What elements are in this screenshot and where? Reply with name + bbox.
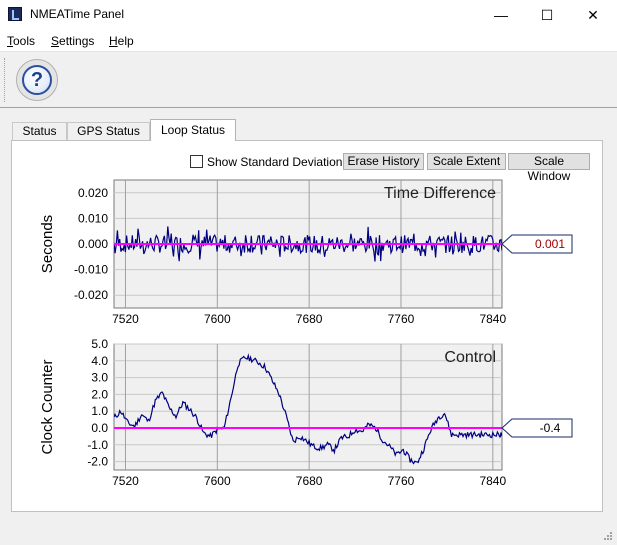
- menu-help[interactable]: Help: [109, 34, 134, 48]
- y-tick-label: -0.010: [74, 263, 108, 277]
- tab-gps-status[interactable]: GPS Status: [67, 122, 150, 140]
- time-difference-chart: 0.020 0.010 0.000 -0.010 -0.020 7520 7600 7680 7…: [39, 179, 573, 326]
- x-tick-label: 7680: [296, 312, 323, 326]
- y-tick-label: -0.020: [74, 288, 108, 302]
- scale-extent-button[interactable]: Scale Extent: [427, 153, 506, 170]
- current-value-callout: [501, 418, 573, 438]
- x-tick-label: 7840: [479, 312, 506, 326]
- x-tick-label: 7840: [479, 474, 506, 488]
- toolbar: ?: [0, 52, 617, 108]
- title-bar: NMEATime Panel — ☐ ✕: [0, 0, 617, 30]
- x-tick-label: 7600: [204, 312, 231, 326]
- menu-settings[interactable]: Settings: [51, 34, 95, 48]
- current-value-callout: [501, 234, 573, 254]
- y-axis-label: Clock Counter: [39, 359, 56, 454]
- data-series-line: [114, 226, 502, 262]
- control-chart: 5.0 4.0 3.0 2.0 1.0 0.0 -1.0 -2.0 7520 7600 7680 77…: [39, 337, 573, 488]
- minimize-button[interactable]: —: [494, 7, 508, 23]
- y-tick-label: 1.0: [91, 404, 108, 418]
- chart-title: Control: [444, 349, 496, 366]
- toolbar-grip-icon[interactable]: [4, 58, 7, 102]
- y-tick-label: 0.020: [78, 186, 108, 200]
- x-tick-label: 7760: [388, 474, 415, 488]
- data-series-line: [114, 353, 502, 465]
- y-tick-label: 2.0: [91, 387, 108, 401]
- show-std-dev-label: Show Standard Deviation: [207, 155, 343, 169]
- x-tick-label: 7520: [112, 474, 139, 488]
- chart-title: Time Difference: [384, 185, 496, 202]
- resize-grip-icon[interactable]: [603, 531, 613, 541]
- erase-history-button[interactable]: Erase History: [343, 153, 424, 170]
- y-tick-label: 0.000: [78, 237, 108, 251]
- question-mark-icon: ?: [22, 65, 52, 95]
- y-tick-label: 5.0: [91, 337, 108, 351]
- y-tick-label: -2.0: [87, 455, 108, 469]
- y-tick-label: -1.0: [87, 438, 108, 452]
- current-value-label: -0.4: [540, 421, 561, 435]
- app-icon: [8, 7, 22, 21]
- x-tick-label: 7760: [388, 312, 415, 326]
- y-tick-label: 0.0: [91, 421, 108, 435]
- menu-bar: Tools Settings Help: [0, 30, 617, 52]
- menu-tools[interactable]: Tools: [7, 34, 36, 48]
- y-tick-label: 3.0: [91, 371, 108, 385]
- window-title: NMEATime Panel: [30, 7, 125, 21]
- y-axis-label: Seconds: [39, 215, 56, 273]
- maximize-button[interactable]: ☐: [540, 6, 554, 23]
- tab-status[interactable]: Status: [12, 122, 67, 140]
- scale-window-button[interactable]: Scale Window: [508, 153, 590, 183]
- help-button[interactable]: ?: [16, 59, 58, 101]
- show-std-dev-checkbox[interactable]: [190, 155, 203, 168]
- x-tick-label: 7600: [204, 474, 231, 488]
- x-tick-label: 7680: [296, 474, 323, 488]
- x-tick-label: 7520: [112, 312, 139, 326]
- current-value-label: 0.001: [535, 237, 565, 251]
- tab-loop-status[interactable]: Loop Status: [150, 119, 236, 141]
- close-button[interactable]: ✕: [587, 6, 599, 23]
- y-tick-label: 0.010: [78, 211, 108, 225]
- plot-area: [113, 343, 503, 471]
- y-tick-label: 4.0: [91, 354, 108, 368]
